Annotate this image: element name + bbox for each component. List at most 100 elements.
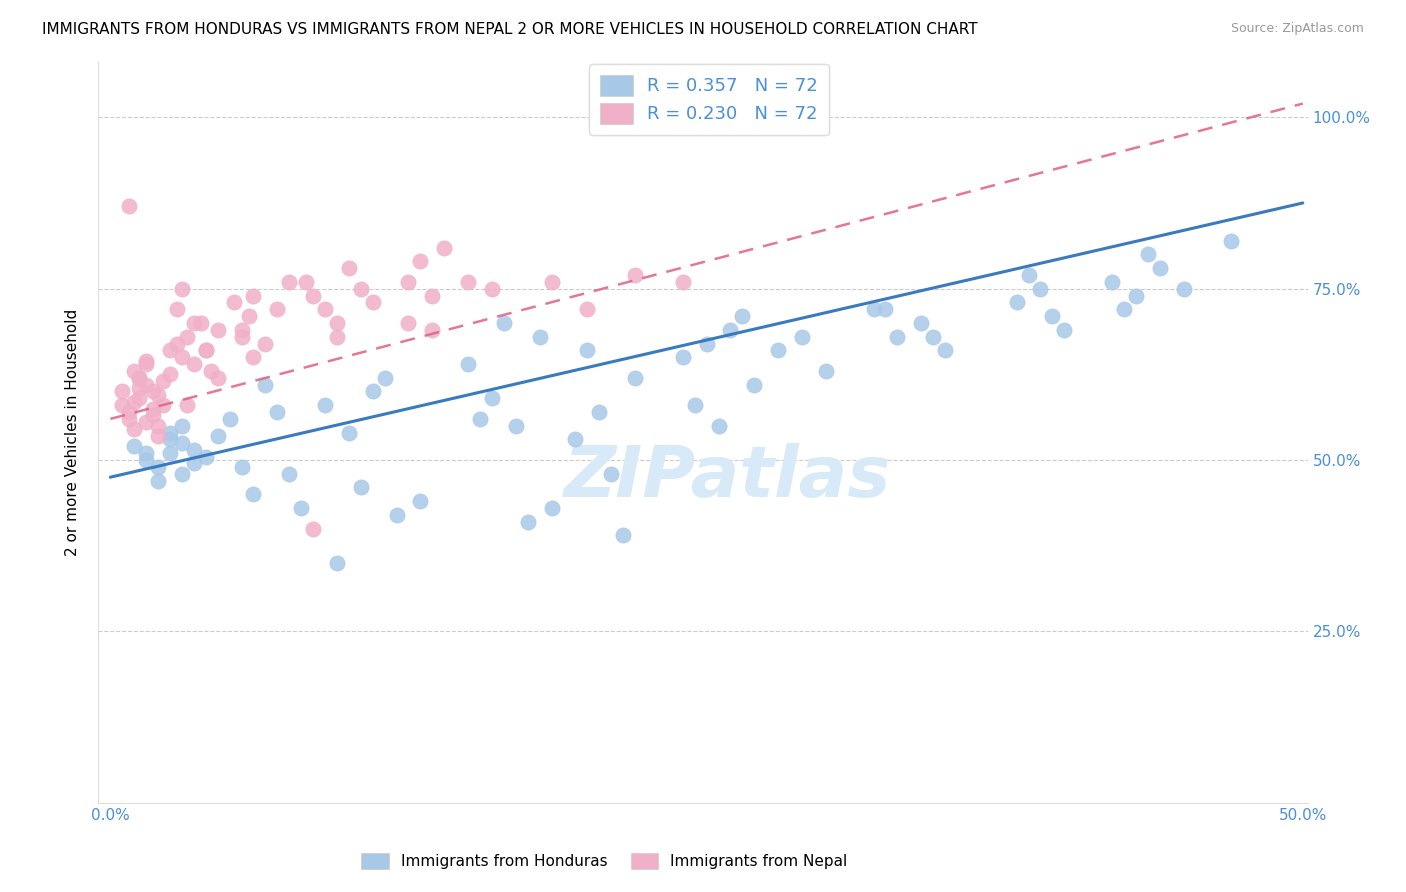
Point	[505, 418, 527, 433]
Text: IMMIGRANTS FROM HONDURAS VS IMMIGRANTS FROM NEPAL 2 OR MORE VEHICLES IN HOUSEHOL: IMMIGRANTS FROM HONDURAS VS IMMIGRANTS F…	[42, 22, 977, 37]
Point	[207, 323, 229, 337]
Point	[170, 436, 193, 450]
Point	[170, 350, 193, 364]
Point	[207, 429, 229, 443]
Point	[564, 433, 586, 447]
Point	[170, 282, 193, 296]
Point	[624, 371, 647, 385]
Point	[481, 282, 503, 296]
Point	[1018, 268, 1040, 282]
Point	[1053, 323, 1076, 337]
Point	[302, 288, 325, 302]
Point	[183, 316, 205, 330]
Point	[170, 467, 193, 481]
Point	[159, 343, 181, 358]
Point	[242, 288, 264, 302]
Point	[624, 268, 647, 282]
Point	[122, 394, 145, 409]
Point	[683, 398, 706, 412]
Point	[142, 384, 165, 399]
Point	[128, 381, 150, 395]
Point	[159, 433, 181, 447]
Point	[207, 371, 229, 385]
Point	[516, 515, 538, 529]
Point	[361, 384, 384, 399]
Point	[146, 388, 169, 402]
Point	[361, 295, 384, 310]
Point	[118, 405, 141, 419]
Point	[128, 392, 150, 406]
Point	[600, 467, 623, 481]
Legend: Immigrants from Honduras, Immigrants from Nepal: Immigrants from Honduras, Immigrants fro…	[356, 847, 853, 875]
Point	[814, 364, 837, 378]
Point	[278, 275, 301, 289]
Point	[1029, 282, 1052, 296]
Point	[302, 522, 325, 536]
Point	[576, 343, 599, 358]
Point	[934, 343, 956, 358]
Point	[337, 261, 360, 276]
Point	[183, 457, 205, 471]
Point	[128, 371, 150, 385]
Point	[118, 412, 141, 426]
Point	[1149, 261, 1171, 276]
Point	[672, 275, 695, 289]
Point	[409, 254, 432, 268]
Point	[707, 418, 730, 433]
Point	[576, 302, 599, 317]
Point	[135, 415, 157, 429]
Point	[146, 474, 169, 488]
Point	[135, 377, 157, 392]
Point	[398, 275, 420, 289]
Point	[152, 398, 174, 412]
Point	[176, 398, 198, 412]
Point	[135, 446, 157, 460]
Point	[242, 350, 264, 364]
Point	[242, 487, 264, 501]
Point	[170, 418, 193, 433]
Point	[190, 316, 212, 330]
Point	[1005, 295, 1028, 310]
Point	[122, 422, 145, 436]
Point	[254, 377, 277, 392]
Point	[183, 442, 205, 457]
Point	[122, 439, 145, 453]
Legend: R = 0.357   N = 72, R = 0.230   N = 72: R = 0.357 N = 72, R = 0.230 N = 72	[589, 64, 828, 135]
Point	[224, 295, 246, 310]
Point	[183, 357, 205, 371]
Point	[433, 240, 456, 255]
Point	[238, 309, 260, 323]
Point	[266, 302, 288, 317]
Point	[295, 275, 318, 289]
Point	[111, 384, 134, 399]
Point	[218, 412, 240, 426]
Point	[128, 371, 150, 385]
Text: ZIPatlas: ZIPatlas	[564, 442, 891, 511]
Point	[672, 350, 695, 364]
Point	[696, 336, 718, 351]
Point	[314, 398, 336, 412]
Point	[176, 329, 198, 343]
Point	[1136, 247, 1159, 261]
Point	[350, 480, 373, 494]
Text: Source: ZipAtlas.com: Source: ZipAtlas.com	[1230, 22, 1364, 36]
Point	[135, 357, 157, 371]
Point	[159, 425, 181, 440]
Point	[540, 275, 562, 289]
Point	[862, 302, 884, 317]
Point	[420, 288, 443, 302]
Point	[135, 353, 157, 368]
Point	[766, 343, 789, 358]
Point	[142, 401, 165, 416]
Point	[875, 302, 897, 317]
Point	[254, 336, 277, 351]
Point	[200, 364, 222, 378]
Point	[612, 528, 634, 542]
Point	[385, 508, 408, 522]
Point	[337, 425, 360, 440]
Point	[1173, 282, 1195, 296]
Point	[1042, 309, 1064, 323]
Point	[886, 329, 908, 343]
Point	[922, 329, 945, 343]
Point	[146, 418, 169, 433]
